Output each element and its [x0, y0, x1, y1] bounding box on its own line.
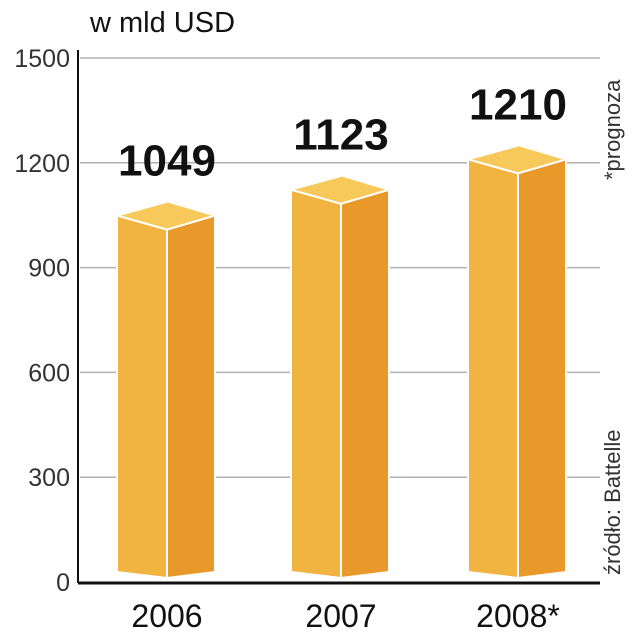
- y-tick-label: 1200: [14, 150, 70, 178]
- bar-side: [340, 188, 390, 580]
- forecast-note: *prognoza: [600, 79, 625, 180]
- bar-top: [113, 200, 219, 231]
- data-label: 1210: [469, 80, 567, 129]
- x-tick-label: 2008*: [476, 598, 560, 634]
- bar-top: [287, 174, 393, 205]
- bar-side: [166, 214, 216, 580]
- y-tick-label: 300: [28, 464, 70, 492]
- source-note: źródło: Battelle: [600, 429, 625, 575]
- bar-side: [517, 157, 567, 580]
- bar: [464, 144, 570, 580]
- data-label: 1123: [293, 111, 388, 160]
- y-tick-label: 600: [28, 359, 70, 387]
- bar-front: [467, 157, 519, 580]
- chart-title: w mld USD: [89, 7, 235, 39]
- data-label: 1049: [118, 137, 216, 186]
- bar-front: [290, 188, 342, 580]
- y-tick-label: 1500: [14, 45, 70, 73]
- bar-front: [116, 214, 168, 580]
- y-tick-label: 900: [28, 255, 70, 283]
- bar: [287, 174, 393, 580]
- y-tick-label: 0: [56, 569, 70, 597]
- x-tick-label: 2006: [131, 598, 202, 634]
- bar-top: [464, 144, 570, 175]
- x-tick-label: 2007: [305, 598, 376, 634]
- bar: [113, 200, 219, 580]
